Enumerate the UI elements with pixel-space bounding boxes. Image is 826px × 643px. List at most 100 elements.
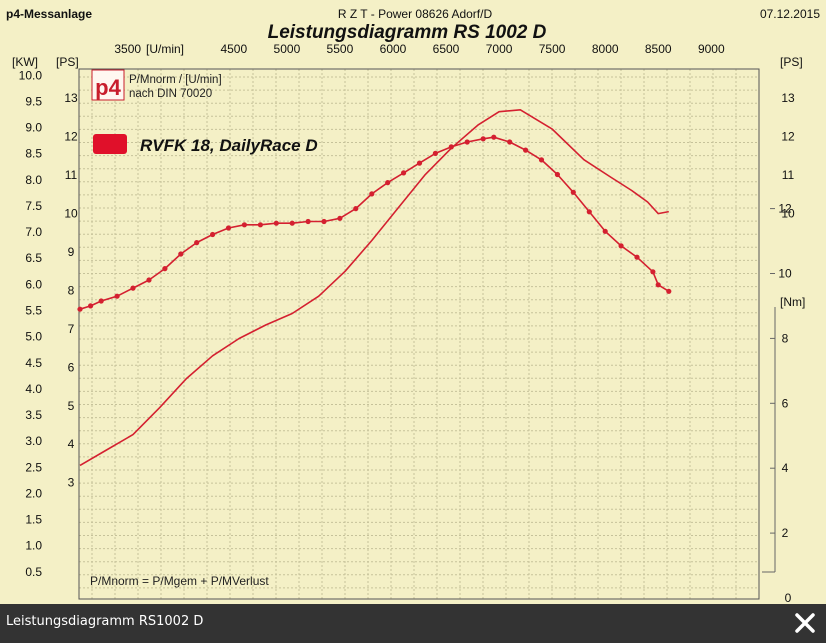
caption-text: Leistungsdiagramm RS1002 D: [6, 614, 204, 629]
ps-right-tick-label: 10: [781, 207, 795, 221]
header-center: R Z T - Power 08626 Adorf/D: [338, 7, 493, 21]
x-tick-label: 5500: [327, 42, 354, 56]
torque-point: [88, 303, 94, 309]
ps-tick-label: 13: [64, 91, 78, 105]
torque-point: [305, 218, 311, 225]
torque-point: [480, 136, 486, 142]
kw-tick-label: 4.0: [25, 382, 42, 396]
torque-point: [77, 306, 83, 312]
nm-tick-label: 2: [782, 526, 789, 540]
ps-tick-label: 8: [68, 283, 75, 297]
x-tick-label: 6000: [380, 42, 407, 56]
ps-axis-label-left: [PS]: [56, 55, 79, 69]
kw-tick-label: 3.5: [25, 408, 42, 422]
torque-point: [257, 222, 263, 228]
kw-tick-label: 2.5: [25, 460, 42, 474]
kw-tick-label: 9.5: [25, 94, 42, 108]
series-layer: [77, 109, 672, 467]
kw-tick-label: 6.5: [25, 251, 42, 265]
logo-text: p4: [95, 75, 121, 100]
kw-tick-label: 1.5: [25, 513, 42, 527]
ps-tick-label: 7: [68, 322, 75, 336]
torque-point: [650, 269, 656, 275]
torque-point: [98, 298, 104, 304]
ps-tick-label: 9: [68, 245, 75, 259]
torque-point: [655, 282, 661, 288]
chart: p4-Messanlage R Z T - Power 08626 Adorf/…: [6, 7, 820, 605]
ps-right-tick-labels: 0 10 11 12 13: [781, 91, 795, 605]
torque-point: [194, 240, 200, 246]
logo: p4: [91, 69, 125, 101]
nm-axis-label: [Nm]: [780, 295, 805, 309]
torque-point: [570, 189, 576, 195]
torque-point: [602, 228, 608, 234]
kw-tick-label: 4.5: [25, 356, 42, 370]
torque-point: [491, 134, 497, 140]
ps-tick-label: 3: [68, 476, 75, 490]
torque-point: [538, 157, 545, 163]
torque-point: [416, 160, 423, 166]
legend-swatch: [93, 134, 127, 154]
caption-bar: Leistungsdiagramm RS1002 D: [0, 604, 826, 643]
torque-point: [401, 170, 407, 176]
torque-point: [114, 293, 120, 299]
formula-note: P/Mnorm = P/Mgem + P/MVerlust: [90, 574, 269, 588]
torque-point: [432, 150, 438, 156]
kw-tick-label: 3.0: [25, 434, 42, 448]
ps-tick-label: 12: [64, 130, 78, 144]
torque-point: [634, 254, 640, 260]
x-tick-label: 8500: [645, 42, 672, 56]
grid: [79, 69, 759, 599]
torque-point: [178, 251, 184, 257]
torque-point: [321, 218, 327, 225]
torque-point: [586, 209, 592, 215]
ps-tick-label: 5: [68, 399, 75, 413]
kw-tick-label: 8.5: [25, 147, 42, 161]
info-line-2: nach DIN 70020: [129, 88, 212, 100]
nm-tick-label: 12: [778, 202, 792, 216]
nm-tick-label: 6: [782, 396, 789, 410]
x-tick-label: 8000: [592, 42, 619, 56]
torque-point: [618, 243, 624, 249]
torque-point: [273, 220, 279, 226]
torque-point: [337, 215, 343, 221]
x-tick-label: 9000: [698, 42, 725, 56]
info-line-1: P/Mnorm / [U/min]: [129, 74, 222, 86]
torque-point: [225, 225, 232, 231]
close-icon[interactable]: [792, 610, 818, 636]
torque-point: [369, 191, 375, 197]
nm-tick-label: 10: [778, 267, 792, 281]
kw-tick-label: 2.0: [25, 487, 42, 501]
nm-tick-label: 4: [782, 461, 789, 475]
ps-axis-label-right: [PS]: [780, 55, 803, 69]
ps-tick-label: 11: [65, 168, 78, 182]
kw-tick-label: 5.5: [25, 304, 42, 318]
ps-tick-labels: 3 4 5 6 7 8 9 10 11 12 13: [64, 91, 78, 490]
plot-frame: [78, 68, 760, 600]
diagram-sheet: p4-Messanlage R Z T - Power 08626 Adorf/…: [0, 0, 826, 605]
torque-point: [523, 147, 529, 153]
torque-point: [289, 220, 295, 226]
torque-point: [146, 277, 152, 283]
ps-right-tick-label: 11: [782, 168, 795, 182]
x-tick-label: 4500: [220, 42, 247, 56]
kw-tick-label: 7.5: [25, 199, 42, 213]
torque-point: [666, 288, 672, 294]
header-date: 07.12.2015: [760, 7, 820, 21]
torque-point: [554, 171, 561, 178]
x-tick-label: 3500: [114, 42, 141, 56]
torque-point: [162, 266, 168, 272]
kw-tick-label: 1.0: [25, 539, 42, 553]
kw-axis-label: [KW]: [12, 55, 38, 69]
x-tick-labels: 3500 4500 5000 5500 6000 6500 7000 7500 8000 8500…: [114, 42, 725, 56]
torque-point: [353, 206, 359, 212]
kw-tick-label: 0.5: [25, 565, 42, 579]
ps-right-tick-label: 12: [781, 130, 795, 144]
torque-point: [507, 139, 513, 145]
torque-point: [385, 180, 391, 186]
kw-tick-label: 5.0: [25, 330, 42, 344]
kw-tick-label: 10.0: [19, 68, 43, 82]
kw-tick-labels: 0.5 1.0 1.5 2.0 2.5 3.0 3.5 4.0 4.5 5.0 5.5 6.0 6.5 7…: [19, 68, 43, 579]
torque-point: [210, 231, 216, 238]
torque-point: [241, 222, 247, 228]
